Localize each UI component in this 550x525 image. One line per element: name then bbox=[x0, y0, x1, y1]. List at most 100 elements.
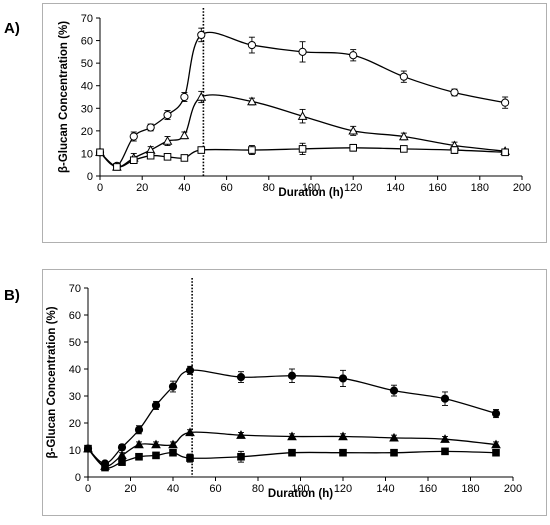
panel-a-y-tick-label: 10 bbox=[81, 148, 93, 160]
panel-b-series-2-point bbox=[338, 431, 348, 441]
panel-b-series-3-point bbox=[288, 448, 296, 457]
panel-b-y-tick-label: 30 bbox=[69, 391, 81, 403]
panel-b-series-1-point bbox=[389, 386, 399, 395]
panel-a-y-tick-label: 20 bbox=[81, 126, 93, 138]
panel-a-series-3-point bbox=[146, 151, 155, 160]
panel-a-x-tick-label: 160 bbox=[428, 182, 446, 194]
panel-a-y-tick-label: 50 bbox=[81, 58, 93, 70]
panel-a-series-3-point bbox=[298, 145, 307, 153]
panel-a-series-1-point bbox=[501, 98, 510, 107]
panel-b-x-tick-label: 0 bbox=[85, 483, 91, 495]
panel-a-x-tick-label: 20 bbox=[136, 182, 148, 194]
panel-b-series-2-point bbox=[151, 439, 161, 449]
panel-b-series-1-point bbox=[287, 371, 297, 380]
panel-a-series-3-point bbox=[197, 146, 206, 154]
panel-a-series-1-point bbox=[163, 110, 172, 120]
panel-a-y-tick-label: 0 bbox=[87, 171, 93, 183]
panel-b-series-3-point bbox=[186, 454, 194, 462]
panel-b-series-2-point bbox=[389, 432, 399, 442]
panel-b-series-3-point bbox=[492, 448, 500, 457]
panel-b-x-tick-label: 60 bbox=[209, 483, 221, 495]
panel-b-y-tick-label: 0 bbox=[75, 472, 81, 484]
panel-b-y-tick-label: 20 bbox=[69, 418, 81, 430]
panel-b-y-tick-label: 50 bbox=[69, 337, 81, 349]
panel-a-series-1-point bbox=[129, 132, 138, 141]
panel-b-series-1-point bbox=[440, 394, 450, 403]
panel-b-series-2-point bbox=[185, 427, 195, 437]
panel-b-series-3-point bbox=[101, 463, 109, 472]
panel-a-y-tick-label: 30 bbox=[81, 103, 93, 115]
panel-a-series-2-point bbox=[162, 135, 173, 145]
panel-b-frame bbox=[42, 269, 547, 516]
panel-b-series-3-point bbox=[390, 448, 398, 457]
panel-b-series-3-point bbox=[441, 447, 449, 456]
panel-a-y-axis-label: β-Glucan Concentration (%) bbox=[58, 21, 70, 173]
panel-b-x-tick-label: 80 bbox=[252, 483, 264, 495]
panel-a-frame bbox=[42, 3, 547, 243]
panel-a-series-1-point bbox=[247, 40, 257, 50]
panel-a-series-3-point bbox=[501, 148, 509, 157]
panel-b-series-3-point bbox=[135, 452, 143, 461]
panel-b-y-tick-label: 70 bbox=[69, 283, 81, 295]
panel-a-series-2-point bbox=[297, 111, 308, 120]
panel-a-x-tick-label: 40 bbox=[178, 182, 190, 194]
panel-b-series-3-point bbox=[152, 451, 160, 460]
panel-b-x-tick-label: 100 bbox=[291, 483, 309, 495]
panel-b-x-tick-label: 140 bbox=[376, 483, 394, 495]
panel-b-y-tick-label: 40 bbox=[69, 364, 81, 376]
panel-b-series-2-point bbox=[134, 439, 144, 449]
panel-a-series-3-point bbox=[450, 146, 459, 154]
panel-b-x-axis-label: Duration (h) bbox=[268, 488, 333, 500]
panel-a-x-tick-label: 180 bbox=[471, 182, 489, 194]
panel-a-series-3-point bbox=[400, 145, 408, 153]
panel-b-series-1-point bbox=[151, 401, 161, 410]
panel-b-series-3-point bbox=[118, 458, 126, 466]
panel-b-label: B) bbox=[4, 287, 20, 304]
panel-b-series-2-point bbox=[491, 439, 501, 449]
panel-b-y-axis-label: β-Glucan Concentration (%) bbox=[46, 306, 58, 458]
panel-b-x-tick-label: 120 bbox=[334, 483, 352, 495]
panel-a-series-3-point bbox=[113, 163, 121, 171]
panel-a-y-tick-label: 60 bbox=[81, 36, 93, 48]
panel-a-x-tick-label: 60 bbox=[220, 182, 232, 194]
panel-b-series-1-point bbox=[236, 373, 246, 382]
panel-a-series-1-point bbox=[298, 47, 307, 56]
panel-b-y-tick-label: 10 bbox=[69, 445, 81, 457]
panel-b-series-1-point bbox=[168, 382, 178, 391]
panel-b-series-1-point bbox=[117, 443, 127, 452]
panel-b-series-2-point bbox=[287, 431, 297, 441]
panel-a-series-3 bbox=[96, 142, 509, 171]
panel-b-series-1-point bbox=[491, 409, 501, 418]
panel-a-series-2-point bbox=[179, 130, 190, 140]
panel-b-x-tick-label: 160 bbox=[419, 483, 437, 495]
panel-b-series-2-point bbox=[168, 439, 178, 449]
panel-b-x-tick-label: 40 bbox=[167, 483, 179, 495]
panel-a-series-3-point bbox=[180, 154, 189, 162]
panel-b-series-1-point bbox=[134, 425, 144, 434]
panel-a-x-axis-label: Duration (h) bbox=[278, 187, 343, 199]
panel-a-series-3-point bbox=[349, 143, 357, 152]
panel-b-series-3-point bbox=[169, 448, 177, 457]
panel-b-series-3-point bbox=[339, 448, 347, 457]
panel-b-series-2-point bbox=[236, 430, 246, 439]
panel-a-series-2-point bbox=[398, 131, 409, 141]
panel-b-series-2-point bbox=[440, 434, 450, 443]
panel-a-y-tick-label: 70 bbox=[81, 13, 93, 25]
panel-a-x-tick-label: 100 bbox=[302, 182, 320, 194]
panel-b-x-tick-label: 200 bbox=[504, 483, 522, 495]
panel-b-y-tick-label: 60 bbox=[69, 310, 81, 322]
panel-b-x-tick-label: 180 bbox=[461, 483, 479, 495]
panel-b-series-3 bbox=[84, 444, 500, 472]
panel-a-series-1-point bbox=[180, 92, 189, 102]
panel-a-x-tick-label: 0 bbox=[97, 182, 103, 194]
panel-a-x-tick-label: 140 bbox=[386, 182, 404, 194]
panel-a-series-1-point bbox=[399, 72, 408, 81]
panel-a-series-2-point bbox=[247, 96, 257, 106]
panel-a-y-tick-label: 40 bbox=[81, 81, 93, 93]
panel-a-series-3-point bbox=[96, 148, 104, 157]
panel-b-series-1-point bbox=[185, 366, 195, 375]
panel-b-plot: 0 10 20 30 40 50 60 70 0 20 40 60 80 100 120 140 160 180 2… bbox=[46, 278, 522, 500]
panel-a-series-3-point bbox=[248, 146, 256, 154]
panel-a-series-3-point bbox=[163, 153, 172, 161]
